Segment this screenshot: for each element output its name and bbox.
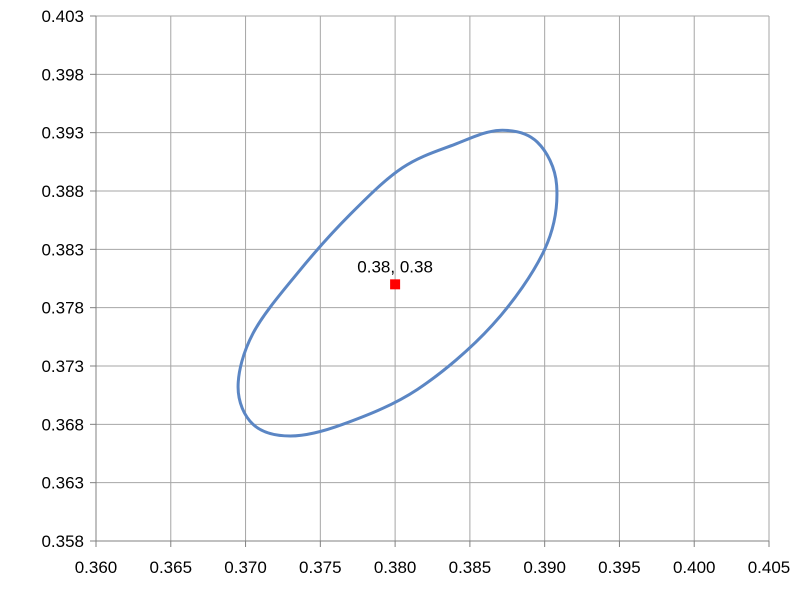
y-tick-label: 0.388: [41, 182, 84, 201]
x-tick-label: 0.405: [748, 558, 791, 577]
x-tick-label: 0.380: [374, 558, 417, 577]
y-tick-label: 0.358: [41, 532, 84, 551]
x-tick-label: 0.365: [150, 558, 193, 577]
y-tick-label: 0.398: [41, 65, 84, 84]
data-labels: 0.38, 0.38: [357, 257, 433, 276]
x-tick-label: 0.385: [449, 558, 492, 577]
y-tick-label: 0.373: [41, 357, 84, 376]
y-tick-label: 0.363: [41, 474, 84, 493]
y-tick-label: 0.383: [41, 240, 84, 259]
center-point-marker: [390, 279, 401, 290]
x-tick-label: 0.395: [598, 558, 641, 577]
x-tick-label: 0.375: [299, 558, 342, 577]
axes: [90, 15, 770, 547]
y-tick-label: 0.393: [41, 124, 84, 143]
x-tick-label: 0.400: [673, 558, 716, 577]
center-point-label: 0.38, 0.38: [357, 257, 433, 276]
confidence-ellipse: [236, 128, 559, 438]
series: [236, 128, 559, 438]
x-tick-label: 0.360: [75, 558, 118, 577]
y-tick-label: 0.368: [41, 415, 84, 434]
x-tick-label: 0.390: [523, 558, 566, 577]
x-tick-label: 0.370: [224, 558, 267, 577]
y-tick-labels: 0.403 0.398 0.393 0.388 0.383 0.378 0.373 0.368…: [41, 7, 84, 551]
x-tick-labels: 0.360 0.365 0.370 0.375 0.380 0.385 0.390 0.395…: [75, 558, 791, 577]
y-tick-label: 0.403: [41, 7, 84, 26]
gridlines: [95, 15, 770, 542]
y-tick-label: 0.378: [41, 299, 84, 318]
